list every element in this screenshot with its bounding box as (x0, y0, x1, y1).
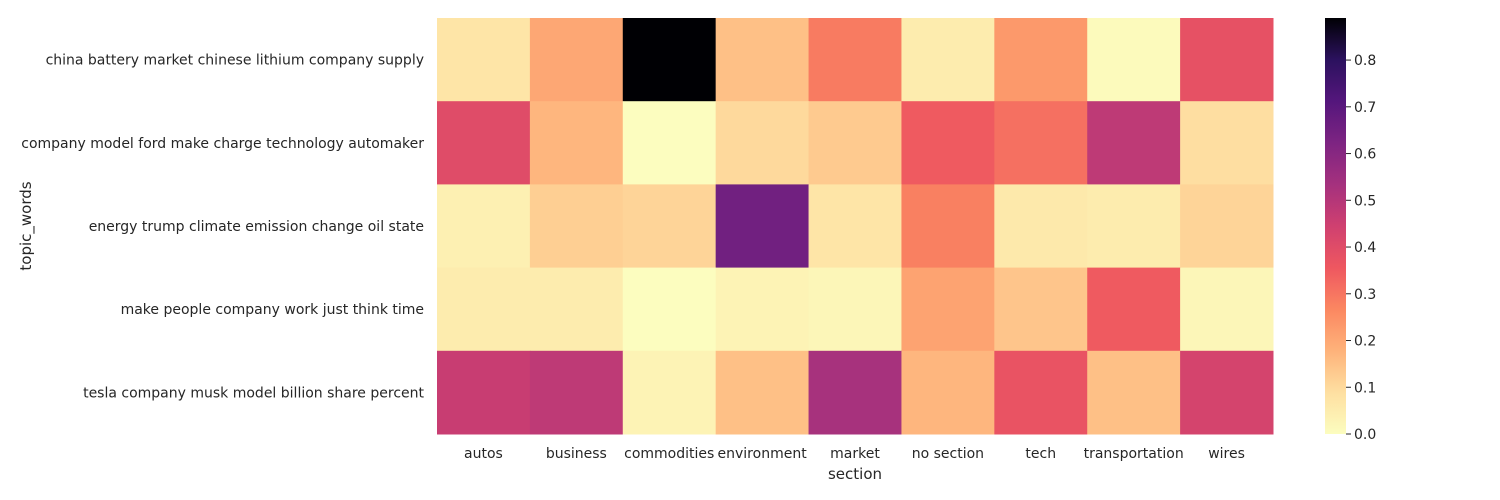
x-axis-title: section (828, 465, 882, 483)
heatmap-cell (1087, 267, 1181, 352)
colorbar-tick-label: 0.7 (1354, 100, 1376, 116)
colorbar-tick-label: 0.0 (1354, 427, 1376, 443)
heatmap-cell (901, 184, 995, 269)
x-tick-label: transportation (1084, 446, 1184, 462)
heatmap-cell (529, 18, 624, 102)
heatmap-cell (808, 18, 902, 102)
heatmap-cell (994, 18, 1088, 102)
heatmap-cell (1087, 101, 1181, 185)
heatmap-cell (715, 101, 810, 185)
heatmap-cell (715, 18, 810, 102)
heatmap-cell (529, 350, 624, 435)
heatmap-cell (808, 101, 902, 185)
x-axis-ticks: autos business commodities environment marke… (464, 446, 1245, 462)
colorbar-tick-label: 0.3 (1354, 287, 1376, 303)
colorbar-tick-label: 0.1 (1354, 380, 1376, 396)
x-tick-label: environment (718, 446, 808, 462)
heatmap-cell (1180, 184, 1274, 269)
heatmap-cell (529, 184, 624, 269)
heatmap-cells (437, 18, 1274, 435)
heatmap-cell (994, 267, 1088, 352)
heatmap-cell (715, 350, 810, 435)
heatmap-cell (622, 267, 717, 352)
heatmap-cell (808, 184, 902, 269)
heatmap-cell (1087, 18, 1181, 102)
colorbar (1325, 18, 1346, 434)
heatmap-cell (808, 350, 902, 435)
heatmap-cell (715, 184, 810, 269)
colorbar-tick-label: 0.2 (1354, 334, 1376, 350)
heatmap-cell (901, 267, 995, 352)
x-tick-label: wires (1208, 446, 1245, 462)
x-tick-label: commodities (624, 446, 714, 462)
heatmap-cell (808, 267, 902, 352)
heatmap-cell (994, 350, 1088, 435)
heatmap-cell (437, 184, 531, 269)
colorbar-ticks: 0.0 0.1 0.2 0.3 0.4 0.5 0.6 0.7 0.8 (1346, 53, 1376, 443)
heatmap-cell (901, 18, 995, 102)
colorbar-tick-label: 0.5 (1354, 193, 1376, 209)
heatmap-cell (1087, 184, 1181, 269)
y-axis-title: topic_words (17, 181, 36, 270)
heatmap-cell (1180, 18, 1274, 102)
y-tick-label: make people company work just think time (121, 302, 424, 318)
heatmap-cell (1087, 350, 1181, 435)
heatmap-cell (994, 101, 1088, 185)
y-tick-label: tesla company musk model billion share p… (83, 385, 424, 401)
heatmap-cell (437, 267, 531, 352)
heatmap-cell (437, 18, 531, 102)
heatmap-cell (622, 101, 717, 185)
y-tick-label: company model ford make charge technolog… (21, 136, 424, 152)
heatmap-cell (901, 350, 995, 435)
colorbar-tick-label: 0.4 (1354, 240, 1376, 256)
x-tick-label: tech (1025, 446, 1056, 462)
heatmap-cell (1180, 101, 1274, 185)
heatmap-cell (622, 350, 717, 435)
colorbar-tick-label: 0.8 (1354, 53, 1376, 69)
x-tick-label: no section (912, 446, 984, 462)
colorbar-tick-label: 0.6 (1354, 147, 1376, 163)
heatmap-cell (437, 101, 531, 185)
heatmap-cell (901, 101, 995, 185)
heatmap-cell (1180, 267, 1274, 352)
heatmap-cell (622, 184, 717, 269)
heatmap-cell (715, 267, 810, 352)
heatmap-cell (437, 350, 531, 435)
y-axis-ticks: china battery market chinese lithium com… (21, 53, 424, 402)
y-tick-label: energy trump climate emission change oil… (89, 219, 424, 235)
heatmap-cell (529, 267, 624, 352)
heatmap-cell (1180, 350, 1274, 435)
heatmap-cell (622, 18, 717, 102)
heatmap-cell (529, 101, 624, 185)
heatmap-cell (994, 184, 1088, 269)
y-tick-label: china battery market chinese lithium com… (46, 53, 424, 69)
x-tick-label: autos (464, 446, 503, 462)
x-tick-label: market (830, 446, 880, 462)
x-tick-label: business (546, 446, 607, 462)
